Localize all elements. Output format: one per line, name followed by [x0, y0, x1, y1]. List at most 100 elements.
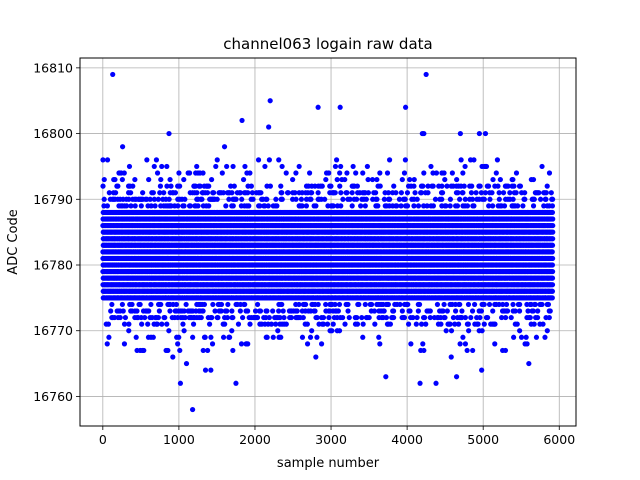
data-point — [108, 308, 114, 314]
data-point — [323, 176, 329, 183]
data-point — [257, 308, 264, 314]
data-point — [354, 321, 361, 327]
data-point — [128, 190, 134, 196]
data-point — [255, 157, 262, 163]
data-point — [358, 203, 364, 209]
data-point — [402, 196, 408, 202]
data-point — [280, 308, 286, 314]
data-point — [421, 170, 427, 176]
data-point — [248, 183, 254, 189]
data-point — [322, 196, 328, 202]
data-point — [315, 190, 321, 196]
data-point — [407, 308, 413, 314]
data-point — [329, 328, 335, 334]
data-point — [299, 334, 306, 340]
data-point — [167, 308, 173, 314]
data-point — [349, 190, 355, 196]
data-point — [206, 183, 212, 189]
data-point — [147, 196, 153, 202]
data-point — [148, 203, 154, 209]
data-point — [233, 196, 239, 202]
data-point — [404, 190, 411, 196]
data-point — [180, 321, 186, 327]
data-point — [353, 170, 359, 176]
data-point — [279, 190, 285, 196]
data-point — [414, 196, 420, 202]
data-point — [266, 314, 272, 321]
data-point — [150, 190, 156, 196]
data-point — [150, 334, 156, 340]
data-point — [104, 341, 110, 347]
data-point — [128, 203, 134, 209]
data-point — [133, 334, 139, 340]
data-point — [387, 196, 393, 202]
data-point — [204, 190, 211, 196]
data-point — [100, 157, 106, 163]
data-point — [350, 163, 356, 170]
data-point — [360, 334, 366, 340]
data-point — [199, 196, 205, 202]
data-point — [398, 190, 404, 196]
data-point — [113, 190, 119, 196]
data-point — [290, 176, 296, 183]
data-point — [239, 196, 245, 202]
data-point — [318, 341, 325, 347]
data-point — [159, 163, 165, 170]
data-point — [314, 334, 320, 340]
data-point — [264, 196, 270, 202]
data-point — [283, 321, 289, 327]
data-point — [298, 196, 304, 202]
data-point — [254, 301, 261, 308]
data-point — [119, 176, 125, 183]
data-point — [153, 157, 160, 163]
data-point — [405, 321, 412, 327]
data-point — [154, 321, 160, 327]
data-point — [399, 308, 405, 314]
data-point — [105, 321, 112, 327]
data-point — [183, 301, 189, 308]
data-point — [202, 334, 208, 340]
data-point — [401, 170, 408, 176]
data-point — [206, 203, 212, 209]
data-point — [223, 203, 229, 209]
data-point — [132, 176, 138, 183]
data-point — [240, 176, 247, 183]
data-point — [262, 163, 268, 170]
data-point — [414, 314, 420, 321]
data-point — [360, 321, 366, 327]
data-point — [398, 203, 404, 209]
data-point — [222, 321, 228, 327]
data-point — [303, 301, 309, 308]
data-point — [309, 190, 315, 196]
data-point — [332, 163, 339, 170]
data-point — [101, 196, 107, 202]
data-point — [345, 308, 351, 314]
data-point — [215, 314, 221, 321]
data-point — [365, 190, 371, 196]
data-point — [187, 203, 193, 209]
data-point — [162, 314, 168, 321]
data-point — [279, 301, 285, 308]
data-point — [336, 328, 343, 334]
data-point — [181, 203, 187, 209]
data-point — [274, 203, 280, 209]
data-point — [420, 183, 426, 189]
data-point — [126, 163, 133, 170]
data-point — [182, 314, 188, 321]
data-point — [308, 196, 314, 202]
data-point — [337, 183, 343, 189]
data-point — [177, 183, 183, 189]
data-point — [121, 170, 127, 176]
data-point — [247, 170, 253, 176]
data-point — [281, 314, 287, 321]
data-point — [208, 334, 214, 340]
data-point — [304, 321, 310, 327]
data-point — [219, 170, 225, 176]
data-point — [401, 314, 408, 321]
data-point — [201, 301, 208, 308]
data-point — [226, 196, 232, 202]
data-point — [158, 301, 164, 308]
data-point — [151, 196, 157, 202]
data-point — [422, 314, 428, 321]
data-point — [146, 176, 152, 183]
